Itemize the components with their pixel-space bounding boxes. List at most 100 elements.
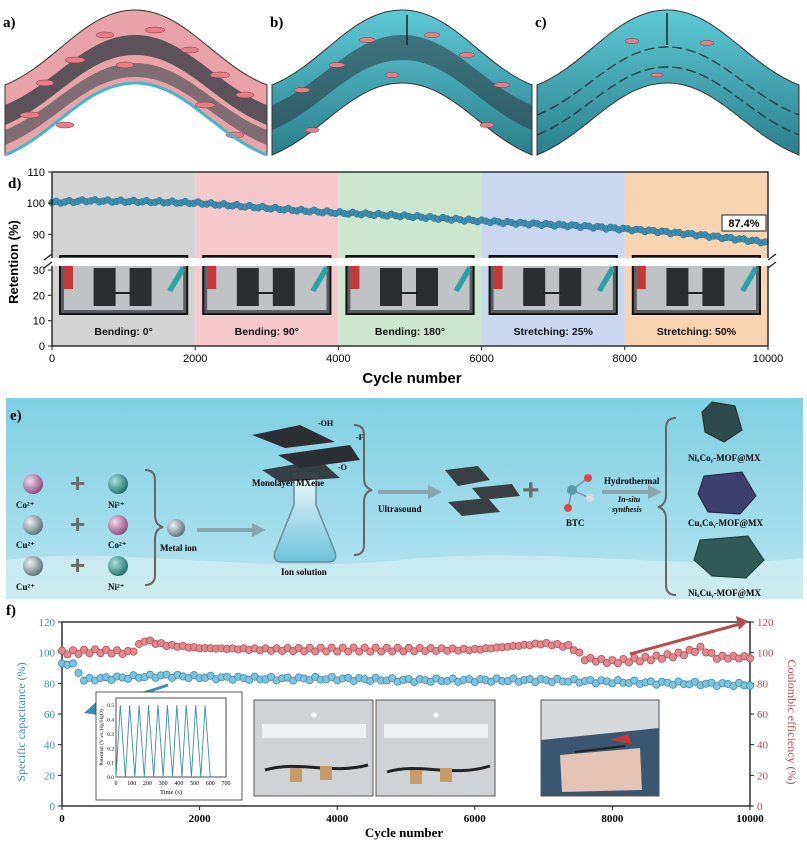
inset-x-tick-label: 0 (115, 781, 118, 787)
y-tick-label: 110 (27, 167, 45, 179)
nickel-ion-ball (108, 474, 128, 494)
coulombic-point (69, 646, 78, 655)
y-tick-label-left: 100 (39, 648, 56, 660)
product-label: NiₓCoᵧ-MOF@MX (688, 453, 761, 463)
product-crystal-3 (693, 535, 765, 579)
clamp-right (416, 268, 438, 306)
metal-ion-label: Metal ion (160, 543, 197, 553)
clamp-right (272, 268, 295, 306)
y-tick-label-left: 20 (44, 770, 56, 782)
coulombic-point (388, 647, 397, 656)
retention-annotation: 87.4% (728, 218, 759, 230)
panel-label-d: d) (8, 176, 21, 192)
retention-series (48, 196, 769, 247)
ion-grid: Co²⁺ + Ni²⁺ Cu²⁺ + Co²⁺ Cu²⁺ + Ni²⁺ (16, 468, 128, 592)
product-brace (657, 417, 677, 596)
pink-flakes (624, 38, 715, 78)
zone-label: Bending: 180° (375, 326, 445, 338)
teal-probe (167, 266, 186, 292)
coulombic-point (102, 645, 111, 654)
y-tick-label-left: 60 (44, 709, 56, 721)
retention-chart: d) Bending: 0° Bending: 90° Bending: 180° S… (6, 167, 783, 387)
ion-label: Ni²⁺ (108, 582, 125, 592)
teal-probe (310, 266, 329, 292)
pink-flakes (293, 32, 511, 133)
synthesis-scheme: e) Co²⁺ + Ni²⁺ Cu²⁺ + Co²⁺ Cu²⁺ + Ni²⁺ M… (6, 398, 803, 599)
right-brace (353, 424, 373, 556)
retention-annotation-box (721, 214, 767, 232)
y-tick-label-right: 60 (757, 709, 769, 721)
coulombic-point (586, 653, 595, 662)
ion-label: Co²⁺ (16, 500, 35, 510)
plus-icon: + (70, 550, 85, 580)
capacitance-xlabel: Cycle number (365, 825, 444, 840)
inset-x-tick-label: 400 (174, 781, 183, 787)
coulombic-point (311, 647, 320, 656)
x-tick-label: 6000 (469, 353, 493, 365)
axis-break-gap (46, 258, 774, 266)
o-label: -O (338, 463, 347, 472)
red-probe (64, 263, 73, 289)
y-tick-label: 100 (27, 198, 45, 210)
coulombic-point (613, 659, 622, 668)
arrow-icon (602, 485, 662, 499)
inset-gcd-curve (115, 705, 211, 778)
clamp-right (129, 268, 152, 306)
left-brace (144, 469, 164, 586)
y-tick-label-right: 120 (757, 617, 774, 629)
clamp-left (380, 268, 402, 306)
teal-probe (740, 266, 758, 292)
zone-label: Stretching: 25% (514, 326, 594, 338)
mxene-flakes (252, 425, 360, 482)
clamp-right (559, 268, 582, 306)
zone-label: Bending: 90° (235, 326, 299, 338)
panel-label-b: b) (270, 15, 283, 31)
x-tick-label: 6000 (464, 813, 487, 825)
coulombic-point (371, 643, 380, 652)
metal-ion-ball (167, 519, 185, 537)
y-tick-label-right: 20 (757, 770, 769, 782)
inset-x-tick-label: 600 (206, 781, 215, 787)
inset-y-tick-label: 0.1 (107, 761, 114, 767)
inset-y-tick-label: 0.0 (107, 775, 114, 781)
x-tick-label: 2000 (189, 813, 212, 825)
x-tick-label: 8000 (613, 353, 637, 365)
retention-xlabel: Cycle number (362, 370, 461, 387)
zone-label: Bending: 0° (94, 326, 152, 338)
clamp-left (666, 268, 689, 306)
y-tick-label-left: 120 (39, 617, 56, 629)
y-tick-label-right: 0 (757, 801, 763, 813)
capacitance-point (746, 681, 755, 690)
coulombic-point (305, 643, 314, 652)
inset-x-tick-label: 100 (127, 781, 136, 787)
plus-icon: + (70, 468, 85, 498)
coulombic-point (382, 643, 391, 652)
inset-ylabel: Potential (V vs. Hg/HgO) (98, 709, 105, 766)
device-photo-1 (253, 699, 374, 797)
coulombic-point (657, 654, 666, 663)
illustration-c: c) (535, 9, 800, 156)
coulombic-series (58, 636, 755, 668)
right-arrow-icon (629, 622, 741, 656)
teal-probe (453, 266, 472, 292)
x-tick-label: 8000 (601, 813, 624, 825)
coulombic-point (366, 647, 375, 656)
coulombic-point (85, 649, 94, 658)
red-probe (493, 263, 503, 289)
x-tick-label: 0 (59, 813, 65, 825)
coulombic-point (564, 641, 573, 650)
coulombic-point (360, 643, 369, 652)
illustration-b: b) (270, 9, 533, 156)
y-tick-label-right: 100 (757, 648, 774, 660)
ion-label: Co²⁺ (108, 540, 127, 550)
inset-xlabel: Time (s) (160, 789, 182, 796)
coulombic-point (377, 647, 386, 656)
synthesis-label: synthesis (611, 505, 642, 514)
y-tick-label: 20 (33, 290, 45, 302)
coulombic-point (690, 647, 699, 656)
coulombic-point (746, 654, 755, 663)
arrow-icon (197, 523, 266, 537)
coulombic-point (344, 647, 353, 656)
coulombic-point (635, 657, 644, 666)
coulombic-point (316, 643, 325, 652)
